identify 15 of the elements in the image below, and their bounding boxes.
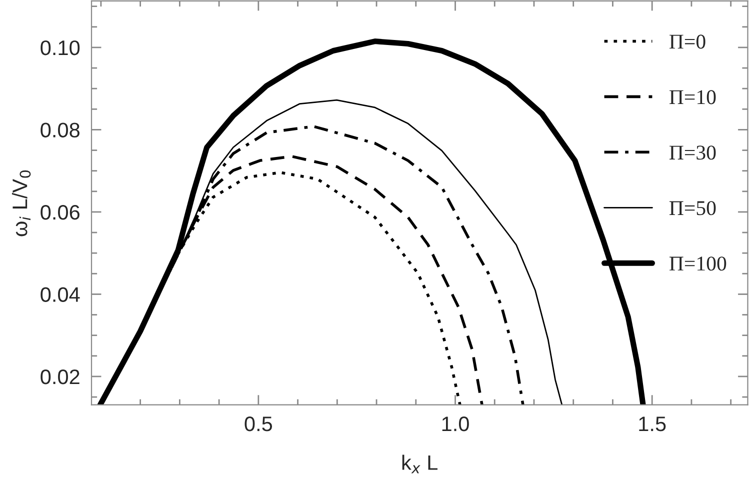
y-tick-label: 0.10 xyxy=(40,40,80,56)
y-tick-label: 0.08 xyxy=(40,122,80,138)
legend-label: Π=30 xyxy=(669,146,716,160)
legend-label: Π=100 xyxy=(669,256,726,271)
legend-label: Π=0 xyxy=(669,34,706,49)
legend-label: Π=50 xyxy=(669,201,716,216)
y-tick-label: 0.02 xyxy=(40,369,80,384)
x-tick-label: 1.0 xyxy=(442,416,469,432)
x-tick-label: 1.5 xyxy=(639,416,666,432)
x-axis-title: k$_{x}$ L xyxy=(402,454,438,474)
y-tick-label: 0.04 xyxy=(40,287,80,302)
y-axis-title: ω$_{i}$ L/V$_{0}$ xyxy=(12,170,31,236)
legend-label: Π=10 xyxy=(669,90,716,104)
y-tick-label: 0.06 xyxy=(40,204,80,220)
x-tick-label: 0.5 xyxy=(244,416,272,432)
